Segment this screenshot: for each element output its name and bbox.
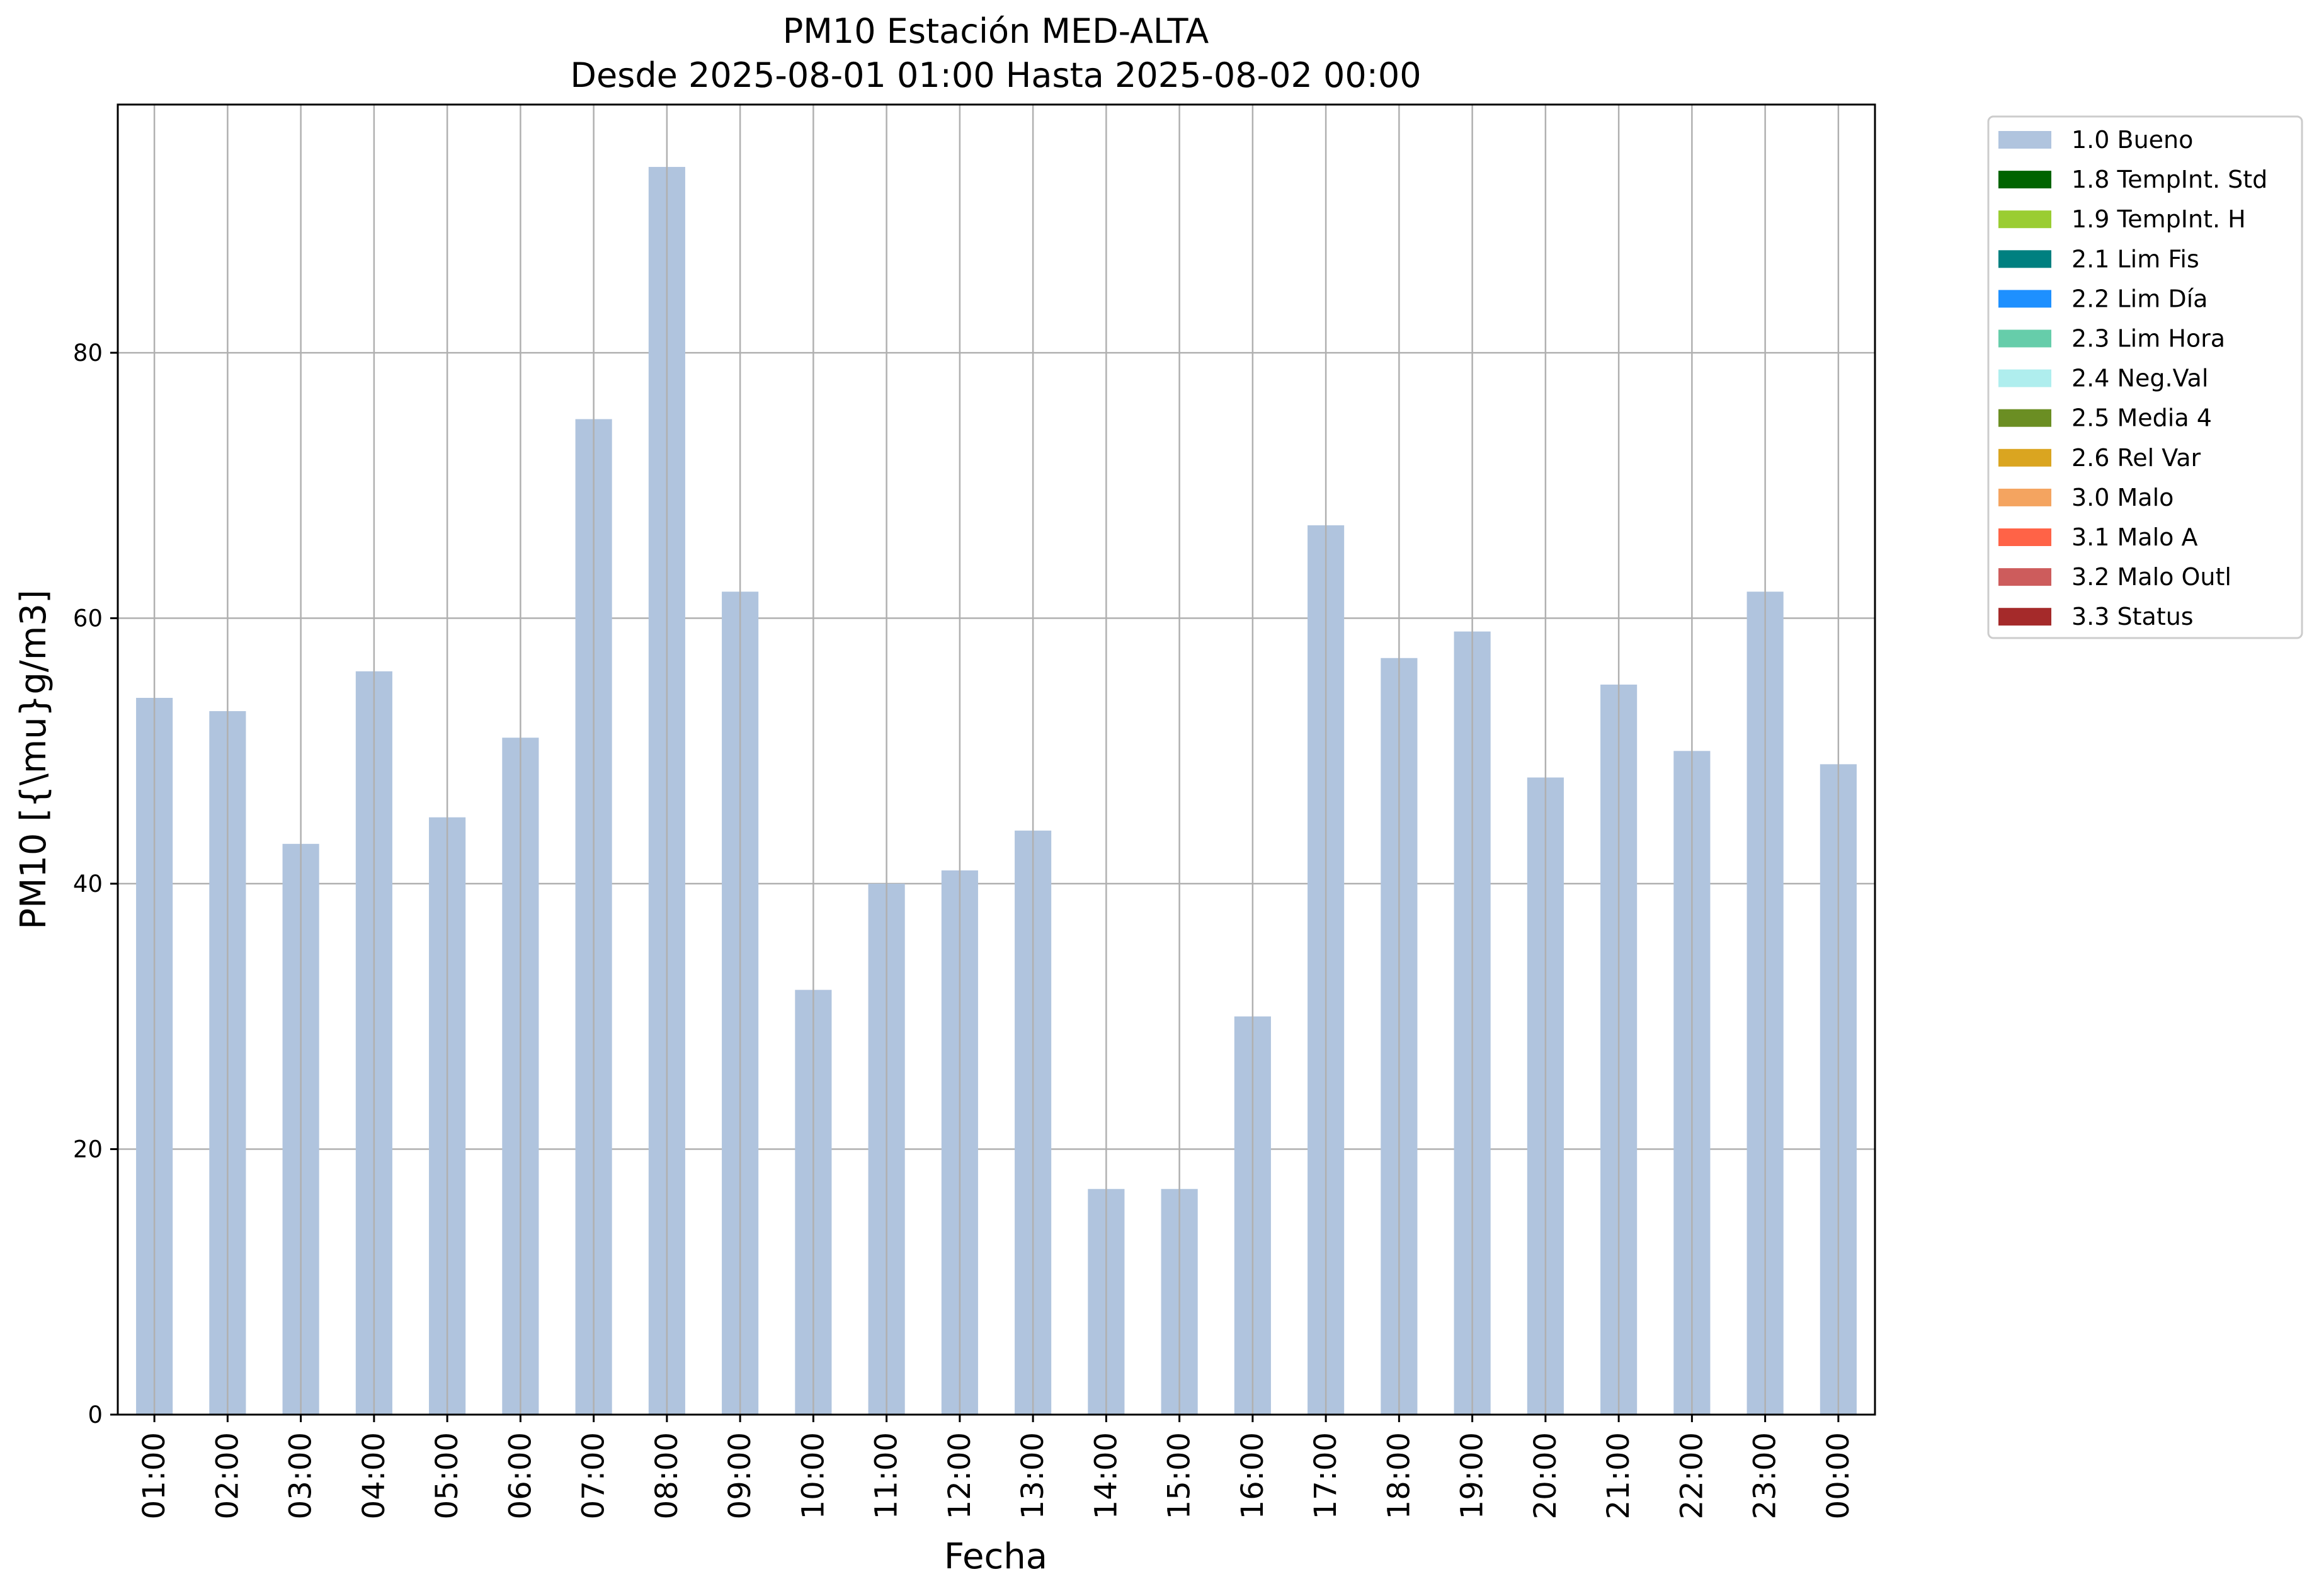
- legend-swatch: [1998, 528, 2051, 546]
- gridlines: [118, 351, 1875, 1150]
- legend-entry: 2.1 Lim Fis: [2071, 245, 2199, 273]
- x-axis: 01:00 02:00 03:00 04:00 05:00 06:00 07:00 08:00…: [137, 1415, 1856, 1519]
- y-axis-label: PM10 [{\mu}g/m3]: [13, 590, 54, 930]
- x-tick-label: 11:00: [869, 1432, 904, 1519]
- legend-entry: 2.3 Lim Hora: [2071, 325, 2225, 353]
- legend-entry: 1.8 TempInt. Std: [2071, 166, 2267, 193]
- y-tick-label: 40: [73, 870, 103, 898]
- legend-entry: 3.0 Malo: [2071, 484, 2174, 511]
- legend-swatch: [1998, 488, 2051, 506]
- x-tick-label: 05:00: [430, 1432, 465, 1519]
- legend-swatch: [1998, 171, 2051, 189]
- x-tick-label: 18:00: [1381, 1432, 1416, 1519]
- legend-swatch: [1998, 131, 2051, 149]
- x-tick-label: 15:00: [1162, 1432, 1197, 1519]
- y-tick-label: 60: [73, 605, 103, 632]
- x-tick-label: 06:00: [503, 1432, 538, 1519]
- x-tick-label: 12:00: [942, 1432, 977, 1519]
- x-tick-label: 01:00: [137, 1432, 172, 1519]
- x-tick-label: 13:00: [1015, 1432, 1051, 1519]
- x-tick-label: 17:00: [1308, 1432, 1343, 1519]
- legend-swatch: [1998, 568, 2051, 586]
- legend-swatch: [1998, 250, 2051, 268]
- legend-swatch: [1998, 448, 2051, 467]
- legend-swatch: [1998, 329, 2051, 348]
- y-tick-label: 80: [73, 339, 103, 367]
- y-tick-label: 0: [88, 1401, 103, 1428]
- plot-frame: [117, 103, 1876, 1416]
- legend-entry: 1.9 TempInt. H: [2071, 205, 2246, 233]
- legend-entry: 3.3 Status: [2071, 603, 2194, 630]
- x-tick-label: 09:00: [722, 1432, 758, 1519]
- x-tick-label: 23:00: [1748, 1432, 1783, 1519]
- chart-title: PM10 Estación MED-ALTA: [783, 11, 1209, 51]
- x-tick-label: 08:00: [649, 1432, 685, 1519]
- legend-entry: 2.2 Lim Día: [2071, 285, 2208, 312]
- y-tick-label: 20: [73, 1136, 103, 1163]
- legend: 1.0 Bueno 1.8 TempInt. Std 1.9 TempInt. H 2…: [1987, 115, 2303, 639]
- x-tick-label: 22:00: [1674, 1432, 1709, 1519]
- y-axis: 0 20 40 60 80: [73, 339, 118, 1428]
- legend-swatch: [1998, 608, 2051, 626]
- legend-swatch: [1998, 210, 2051, 229]
- legend-entry: 2.5 Media 4: [2071, 404, 2212, 432]
- x-tick-label: 16:00: [1235, 1432, 1270, 1519]
- legend-entry: 2.6 Rel Var: [2071, 444, 2201, 472]
- x-tick-label: 07:00: [576, 1432, 612, 1519]
- x-tick-label: 10:00: [795, 1432, 831, 1519]
- x-tick-label: 03:00: [283, 1432, 319, 1519]
- legend-swatch: [1998, 409, 2051, 427]
- legend-entry: 2.4 Neg.Val: [2071, 365, 2208, 392]
- x-axis-label: Fecha: [944, 1536, 1047, 1577]
- legend-entry: 3.1 Malo A: [2071, 523, 2197, 551]
- x-tick-label: 19:00: [1455, 1432, 1490, 1519]
- x-tick-label: 00:00: [1821, 1432, 1856, 1519]
- legend-entry: 1.0 Bueno: [2071, 126, 2193, 154]
- x-tick-label: 02:00: [210, 1432, 245, 1519]
- x-tick-label: 14:00: [1088, 1432, 1124, 1519]
- legend-swatch: [1998, 369, 2051, 387]
- legend-swatch: [1998, 290, 2051, 308]
- chart-subtitle: Desde 2025-08-01 01:00 Hasta 2025-08-02 …: [570, 55, 1421, 95]
- legend-frame: [1987, 115, 2303, 639]
- x-tick-label: 21:00: [1601, 1432, 1636, 1519]
- bars-group: [136, 167, 1857, 1415]
- x-tick-label: 04:00: [356, 1432, 392, 1519]
- vertical-gridlines: [153, 105, 1840, 1415]
- x-tick-label: 20:00: [1528, 1432, 1563, 1519]
- legend-entry: 3.2 Malo Outl: [2071, 563, 2231, 591]
